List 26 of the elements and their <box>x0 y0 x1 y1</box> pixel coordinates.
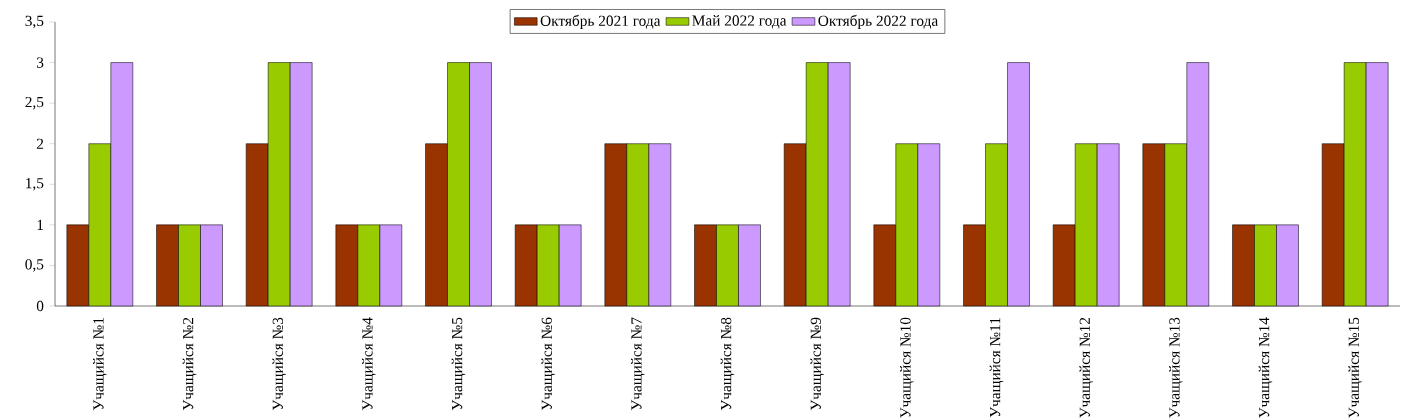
x-tick-label: Учащийся №3 <box>272 317 286 411</box>
y-tick-label: 0,5 <box>25 259 44 272</box>
legend-label: Май 2022 года <box>692 15 787 29</box>
y-tick-label: 1,5 <box>26 178 44 191</box>
y-tick-label: 2 <box>36 138 44 149</box>
y-tick-label: 1 <box>37 219 43 230</box>
x-tick-label: Учащийся №15 <box>1348 317 1362 418</box>
x-tick-label: Учащийся №12 <box>1079 317 1093 418</box>
y-tick-label: 3,5 <box>25 15 44 29</box>
x-tick-label: Учащийся №13 <box>1168 317 1183 418</box>
y-tick-label: 0 <box>36 300 44 312</box>
x-tick-label: Учащийся №14 <box>1258 317 1273 418</box>
x-tick-label: Учащийся №5 <box>451 317 466 411</box>
x-tick-label: Учащийся №8 <box>720 317 735 411</box>
x-tick-label: Учащийся №6 <box>541 317 555 411</box>
x-tick-label: Учащийся №10 <box>899 317 914 418</box>
y-tick-label: 2,5 <box>25 96 44 110</box>
x-tick-label: Учащийся №1 <box>92 318 107 411</box>
x-tick-label: Учащийся №11 <box>989 318 1004 418</box>
x-tick-label: Учащийся №7 <box>630 317 645 411</box>
x-tick-label: Учащийся №4 <box>361 317 376 411</box>
legend-label: Октябрь 2021 года <box>540 14 661 30</box>
x-tick-label: Учащийся №9 <box>810 317 824 411</box>
x-tick-label: Учащийся №2 <box>182 317 197 411</box>
y-tick-label: 3 <box>37 57 44 68</box>
legend-label: Октябрь 2022 года <box>818 14 938 30</box>
